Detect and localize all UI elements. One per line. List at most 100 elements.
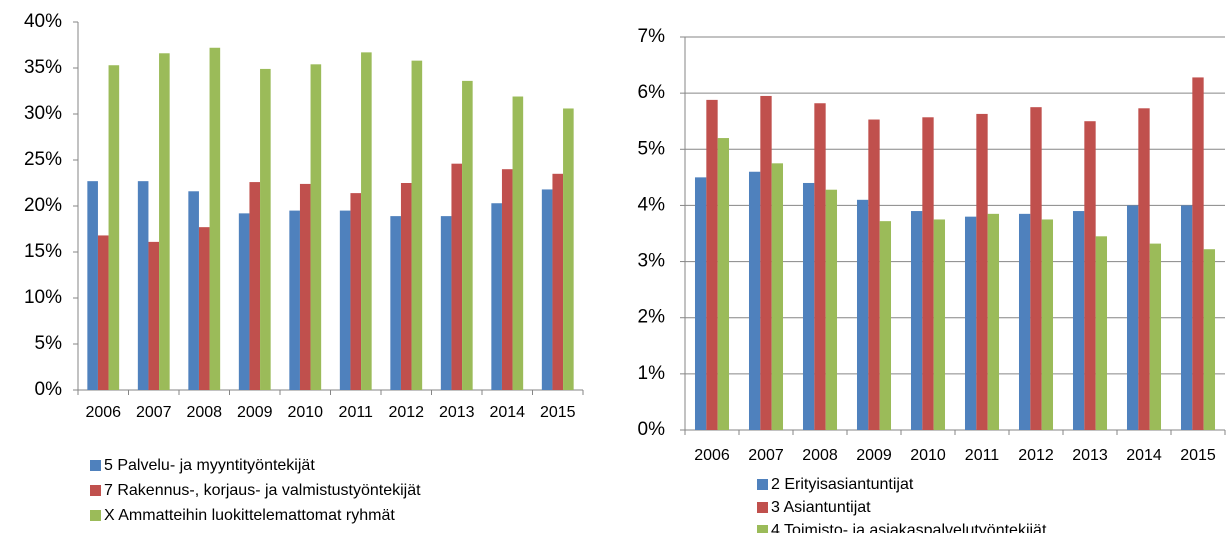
x-tick-label: 2011 <box>965 447 1000 464</box>
bar <box>491 203 502 390</box>
y-tick-label: 6% <box>638 82 666 103</box>
bar <box>148 241 160 390</box>
bar <box>238 213 250 390</box>
legend-swatch <box>757 525 768 533</box>
x-tick-label: 2015 <box>540 404 576 421</box>
y-tick-label: 0% <box>638 419 666 440</box>
y-tick-label: 0% <box>35 379 63 400</box>
x-tick-label: 2006 <box>85 404 121 421</box>
y-tick-label: 2% <box>638 307 666 328</box>
x-tick-label: 2010 <box>910 447 946 464</box>
x-tick-label: 2013 <box>1072 447 1108 464</box>
y-tick-label: 1% <box>638 363 666 384</box>
bar <box>451 163 463 390</box>
y-tick-label: 7% <box>638 26 666 47</box>
x-tick-label: 2011 <box>339 404 374 421</box>
bar <box>552 173 564 390</box>
bar <box>1180 205 1193 430</box>
y-tick-label: 4% <box>638 194 666 215</box>
bar <box>512 96 524 391</box>
bar <box>825 189 838 430</box>
bar <box>350 193 362 390</box>
x-tick-label: 2006 <box>694 447 730 464</box>
y-tick-label: 3% <box>638 251 666 272</box>
bar <box>1030 107 1042 430</box>
bar <box>933 219 946 430</box>
bar <box>159 53 170 390</box>
bar <box>289 210 300 390</box>
bar <box>541 189 553 390</box>
y-tick-label: 25% <box>24 149 62 170</box>
bar <box>188 191 199 390</box>
x-tick-label: 2009 <box>237 404 273 421</box>
bar <box>1041 219 1054 430</box>
legend-label: X Ammatteihin luokittelemattomat ryhmät <box>104 507 395 524</box>
bar <box>717 138 730 431</box>
x-tick-label: 2012 <box>1018 447 1054 464</box>
bar <box>856 199 869 430</box>
x-tick-label: 2008 <box>802 447 838 464</box>
legend-swatch <box>90 485 101 496</box>
bar <box>802 182 815 430</box>
bar <box>1203 249 1216 430</box>
x-tick-label: 2014 <box>1126 447 1162 464</box>
legend-swatch <box>757 479 768 490</box>
x-tick-label: 2013 <box>439 404 475 421</box>
bar <box>879 221 892 430</box>
bar <box>771 163 784 431</box>
bar <box>748 171 761 430</box>
bar <box>209 47 221 390</box>
legend-label: 2 Erityisasiantuntijat <box>771 476 914 493</box>
bar <box>1126 205 1139 430</box>
bar <box>1095 236 1108 430</box>
bar <box>1192 77 1204 431</box>
legend-swatch <box>90 510 101 521</box>
bar <box>310 64 322 390</box>
bar <box>1084 121 1096 430</box>
x-tick-label: 2007 <box>136 404 172 421</box>
bar <box>87 181 98 390</box>
x-tick-label: 2014 <box>489 404 525 421</box>
legend-label: 7 Rakennus-, korjaus- ja valmistustyönte… <box>104 482 421 499</box>
y-tick-label: 30% <box>24 103 62 124</box>
bar <box>814 103 826 431</box>
bar <box>108 65 120 391</box>
bar <box>922 117 934 430</box>
bar <box>361 52 372 391</box>
bar <box>137 181 149 390</box>
y-tick-label: 35% <box>24 57 62 78</box>
bar <box>440 216 452 390</box>
bar <box>400 183 412 390</box>
x-tick-label: 2008 <box>186 404 222 421</box>
y-tick-label: 40% <box>24 11 62 32</box>
bar <box>760 95 772 430</box>
bar <box>694 177 707 430</box>
legend-label: 5 Palvelu- ja myyntityöntekijät <box>104 457 315 474</box>
legend-swatch <box>757 502 768 513</box>
bar <box>976 113 988 430</box>
bar <box>964 216 977 430</box>
bar <box>299 183 311 390</box>
y-tick-label: 5% <box>638 138 666 159</box>
y-tick-label: 15% <box>24 241 62 262</box>
bar <box>987 213 1000 430</box>
x-tick-label: 2007 <box>748 447 784 464</box>
bar <box>1018 213 1031 430</box>
bar <box>462 80 473 390</box>
bar <box>97 235 109 390</box>
bar <box>339 210 351 390</box>
y-tick-label: 5% <box>35 333 63 354</box>
bar <box>706 99 718 430</box>
y-tick-label: 20% <box>24 195 62 216</box>
x-tick-label: 2010 <box>287 404 323 421</box>
y-tick-label: 10% <box>24 287 62 308</box>
bar <box>198 227 210 390</box>
bar <box>1138 108 1150 431</box>
bar <box>249 182 261 390</box>
legend-label: 4 Toimisto- ja asiakaspalvelutyöntekijät <box>771 522 1047 533</box>
bar <box>411 60 423 390</box>
x-tick-label: 2009 <box>856 447 892 464</box>
legend-label: 3 Asiantuntijat <box>771 499 871 516</box>
bar <box>260 68 271 391</box>
